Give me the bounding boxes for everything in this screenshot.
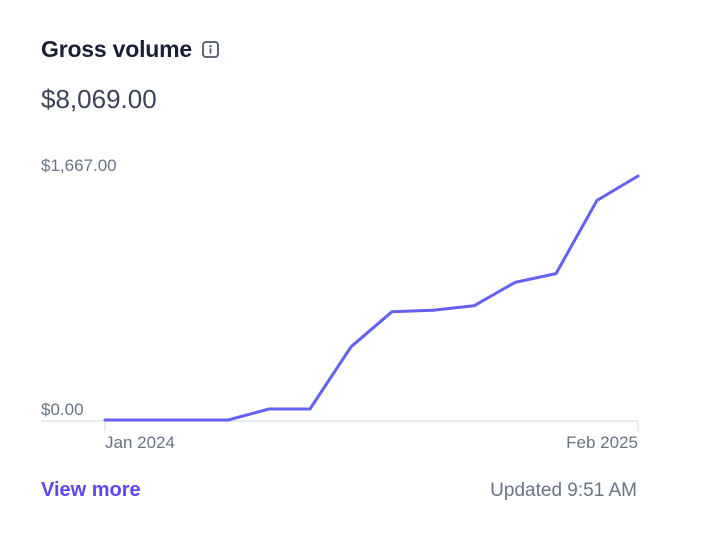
- series-line: [103, 174, 640, 422]
- info-icon[interactable]: [202, 41, 219, 58]
- updated-timestamp: Updated 9:51 AM: [490, 480, 637, 501]
- title-row: Gross volume: [41, 36, 219, 63]
- y-tick-label-max: $1,667.00: [41, 156, 117, 175]
- card-title: Gross volume: [41, 36, 192, 62]
- total-amount: $8,069.00: [41, 84, 157, 114]
- x-tick-label-start: Jan 2024: [105, 433, 175, 452]
- y-tick-label-min: $0.00: [41, 400, 84, 419]
- view-more-link[interactable]: View more: [41, 479, 141, 501]
- x-tick-label-end: Feb 2025: [566, 433, 638, 452]
